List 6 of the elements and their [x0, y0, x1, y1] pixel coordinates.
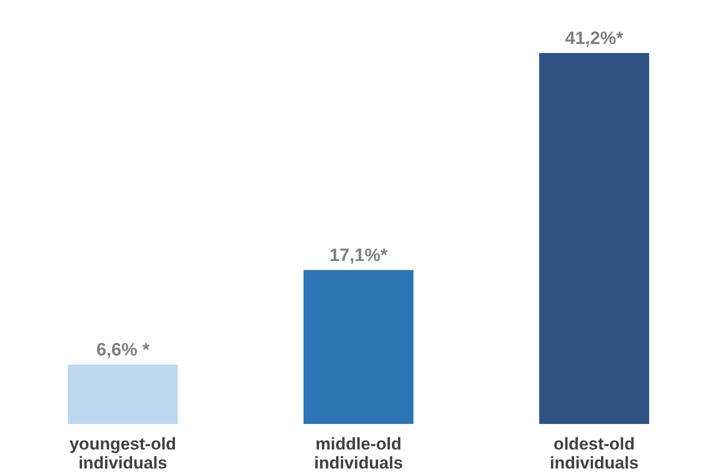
x-tick-label: middle-old individuals	[314, 434, 403, 472]
x-tick-label: oldest-old individuals	[550, 434, 639, 472]
data-label: 41,2%*	[565, 28, 624, 48]
x-tick-label: youngest-old individuals	[69, 434, 176, 472]
data-label: 17,1%*	[329, 245, 388, 266]
data-label: 6,6% *	[96, 340, 150, 360]
